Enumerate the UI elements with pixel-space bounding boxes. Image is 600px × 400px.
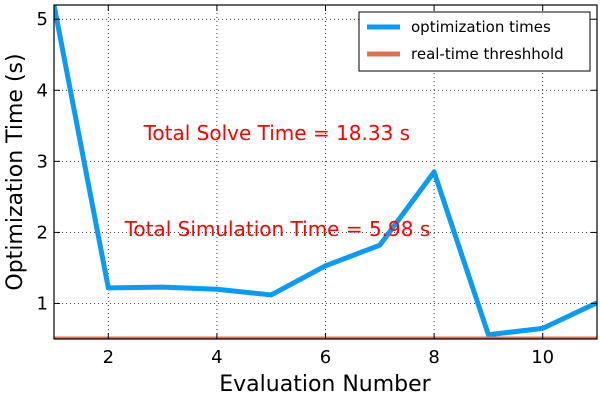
y-tick-label: 2 [37,222,48,243]
x-tick-label: 6 [320,347,331,368]
x-tick-label: 2 [103,347,114,368]
legend: optimization times real-time threshhold [358,11,591,72]
optimization-times-line [54,4,597,338]
x-tick-label: 4 [211,347,222,368]
annotation-text: Total Solve Time = 18.33 s [143,121,411,145]
plot-series [54,4,597,339]
x-tick-label: 10 [531,347,554,368]
x-tick-label: 8 [428,347,439,368]
legend-box [358,11,591,72]
legend-label: real-time threshhold [411,45,564,63]
y-tick-label: 5 [37,9,48,30]
y-axis-label: Optimization Time (s) [3,53,28,290]
y-tick-label: 4 [37,80,48,101]
y-tick-label: 3 [37,151,48,172]
y-tick-label: 1 [37,293,48,314]
annotation-text: Total Simulation Time = 5.98 s [124,217,431,241]
x-axis-label: Evaluation Number [219,372,431,397]
annotations: Total Solve Time = 18.33 s Total Simulati… [124,121,431,241]
legend-label: optimization times [411,18,551,36]
